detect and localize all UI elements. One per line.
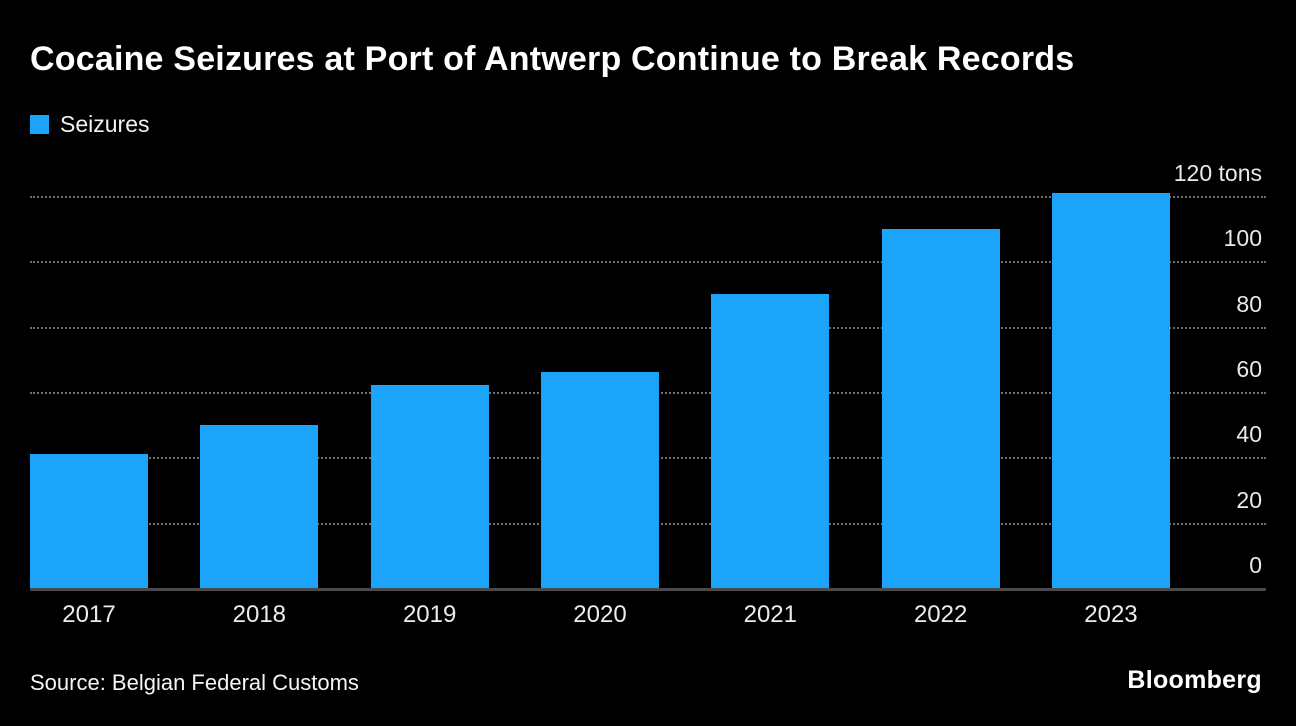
source-note: Source: Belgian Federal Customs [30, 670, 359, 695]
x-tick-label-2023: 2023 [1084, 601, 1138, 628]
bars [30, 192, 1170, 588]
bar-2020 [540, 372, 659, 588]
x-tick-label-2019: 2019 [402, 601, 457, 628]
bar-2017 [30, 454, 148, 588]
legend-label-seizures: Seizures [60, 111, 150, 137]
x-axis-labels: 2017 2018 2019 2020 2021 2022 2023 [30, 601, 1170, 629]
legend-swatch-seizures [30, 115, 49, 134]
bar-2022 [881, 228, 1000, 588]
bar-2021 [711, 294, 830, 588]
x-axis-baseline [30, 588, 1266, 591]
x-tick-label-2022: 2022 [913, 601, 968, 628]
bloomberg-logo: Bloomberg [1127, 666, 1262, 694]
chart-title: Cocaine Seizures at Port of Antwerp Cont… [30, 40, 1075, 78]
legend: Seizures [30, 111, 149, 138]
x-tick-label-2020: 2020 [573, 601, 627, 628]
gridline-80 [30, 326, 1266, 329]
bar-2023 [1051, 192, 1170, 588]
x-tick-label-2018: 2018 [232, 601, 287, 628]
gridline-100 [30, 261, 1266, 264]
x-tick-label-2021: 2021 [743, 601, 797, 628]
y-tick-label-120: 120 tons [1173, 160, 1262, 186]
bar-2019 [370, 385, 489, 588]
gridline-120 [30, 196, 1266, 198]
bar-2018 [200, 424, 319, 588]
x-tick-label-2017: 2017 [62, 601, 116, 628]
